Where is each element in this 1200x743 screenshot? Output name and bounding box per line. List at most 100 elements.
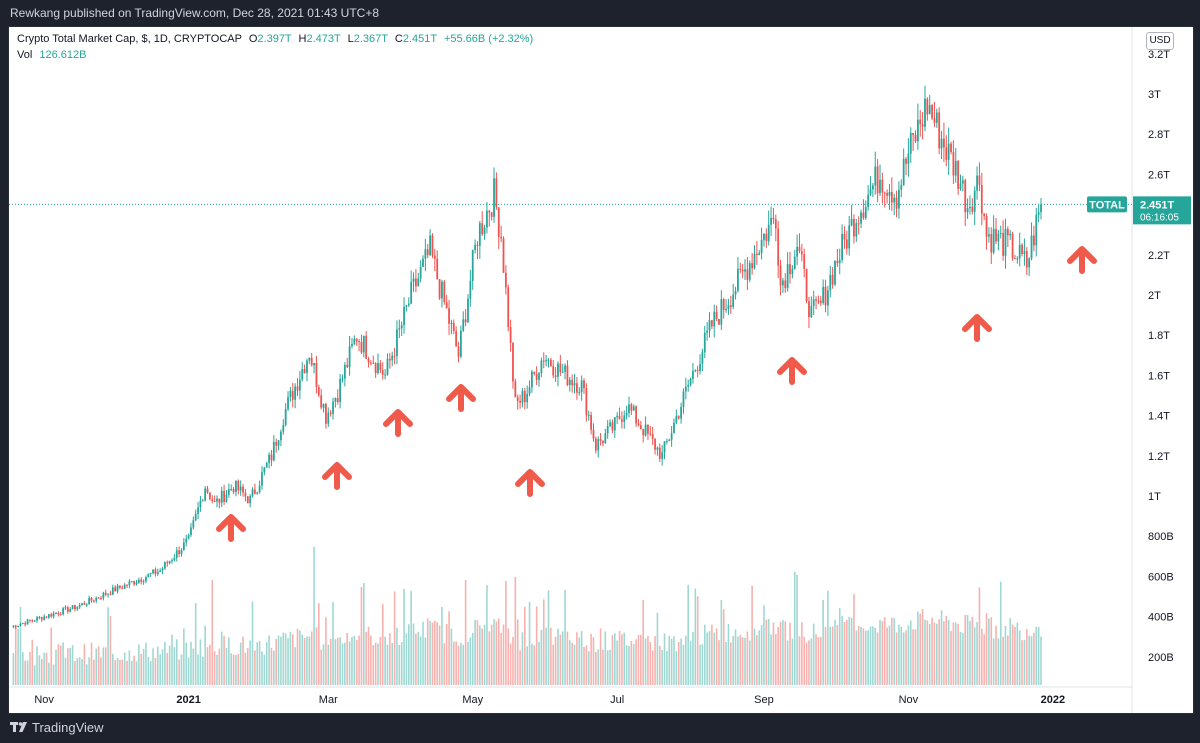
volume-bar xyxy=(493,619,495,685)
candle-body xyxy=(765,233,768,242)
y-tick-label: 200B xyxy=(1148,652,1174,664)
publisher-bar: Rewkang published on TradingView.com, De… xyxy=(0,0,1200,26)
candle-body xyxy=(732,294,735,307)
candle-body xyxy=(784,280,787,289)
tradingview-brand[interactable]: TradingView xyxy=(32,720,104,735)
candle-body xyxy=(232,489,235,493)
volume-bar xyxy=(396,627,398,685)
volume-bar xyxy=(296,628,299,685)
volume-bar xyxy=(168,645,171,685)
volume-bar xyxy=(384,636,386,685)
candle-body xyxy=(317,386,320,396)
volume-bar xyxy=(524,606,526,685)
volume-bar xyxy=(145,642,147,685)
candle-body xyxy=(905,158,907,164)
candle-body xyxy=(298,379,301,391)
candle-body xyxy=(583,380,585,389)
volume-bar xyxy=(341,643,344,685)
x-tick-label: Jul xyxy=(610,694,624,706)
candle-body xyxy=(684,386,687,392)
chart-canvas[interactable]: 3.2T 3T 2.8T 2.6T 2.2T 2T 1.8T 1.6T 1.4T 1.2T 1T 80… xyxy=(9,27,1193,713)
candle-body xyxy=(864,207,867,218)
volume-bar xyxy=(531,643,533,685)
candle-body xyxy=(753,253,756,269)
candle-body xyxy=(69,609,72,612)
candle-body xyxy=(628,404,630,414)
candle-body xyxy=(812,299,815,306)
candle-body xyxy=(211,499,214,501)
candle-body xyxy=(741,269,744,272)
volume-bar xyxy=(154,658,157,685)
volume-bar xyxy=(602,649,604,685)
candle-body xyxy=(902,158,905,186)
candle-body xyxy=(796,246,799,257)
candle-body xyxy=(213,500,216,502)
candle-body xyxy=(597,439,600,451)
volume-bar xyxy=(550,627,552,685)
candle-body xyxy=(793,256,796,269)
candle-body xyxy=(947,143,950,160)
volume-bar xyxy=(732,635,734,685)
candle-body xyxy=(175,550,178,558)
candle-body xyxy=(365,335,368,359)
volume-bar xyxy=(474,619,476,685)
volume-bar xyxy=(734,629,737,685)
volume-bar xyxy=(876,632,879,685)
candle-body xyxy=(199,500,202,508)
candle-body xyxy=(706,330,709,333)
candle-body xyxy=(182,542,185,551)
volume-bar xyxy=(578,637,581,685)
candle-body xyxy=(384,374,387,376)
candle-body xyxy=(1011,233,1014,259)
volume-bar xyxy=(24,660,27,685)
candle-body xyxy=(287,397,289,410)
candle-body xyxy=(658,447,661,459)
volume-bar xyxy=(429,620,431,685)
volume-bar xyxy=(88,657,90,685)
volume-bar xyxy=(775,634,777,685)
candle-body xyxy=(876,166,879,194)
candle-body xyxy=(76,607,79,610)
candle-body xyxy=(748,263,751,280)
volume-bar xyxy=(713,632,716,685)
volume-bar xyxy=(235,654,237,685)
volume-bar xyxy=(964,615,967,685)
candle-body xyxy=(512,342,514,382)
volume-bar xyxy=(419,636,422,685)
up-arrow-shape xyxy=(216,514,246,542)
candle-body xyxy=(291,390,294,400)
volume-bar xyxy=(192,648,195,685)
candle-body xyxy=(194,513,197,521)
volume-bar xyxy=(928,624,931,685)
candle-body xyxy=(526,393,529,403)
candle-body xyxy=(31,620,34,622)
chart-frame[interactable]: 3.2T 3T 2.8T 2.6T 2.2T 2T 1.8T 1.6T 1.4T 1.2T 1T 80… xyxy=(8,26,1194,714)
volume-bar xyxy=(618,630,621,685)
candle-body xyxy=(478,223,481,246)
volume-bar xyxy=(1009,618,1012,685)
candle-body xyxy=(17,625,20,628)
volume-bar xyxy=(895,632,898,685)
candle-body xyxy=(862,212,865,218)
candle-body xyxy=(886,193,888,196)
candle-body xyxy=(258,485,261,493)
volume-bar xyxy=(76,658,79,685)
price-tag-symbol: TOTAL xyxy=(1089,199,1125,211)
candle-body xyxy=(535,373,538,380)
currency-button[interactable]: USD xyxy=(1146,32,1174,50)
up-arrow-shape xyxy=(383,409,413,437)
volume-bar xyxy=(1035,627,1038,685)
candle-body xyxy=(192,520,195,528)
volume-bar xyxy=(763,605,765,685)
candle-body xyxy=(637,423,640,426)
candle-body xyxy=(374,363,377,374)
candle-body xyxy=(145,577,147,582)
symbol-title[interactable]: Crypto Total Market Cap, $, 1D, CRYPTOCA… xyxy=(17,33,242,45)
volume-bar xyxy=(990,617,993,685)
candle-body xyxy=(149,573,152,575)
tradingview-logo-icon[interactable] xyxy=(10,720,28,734)
volume-bar xyxy=(796,574,798,685)
x-axis-labels: Nov 2021 Mar May Jul Sep Nov 2022 xyxy=(34,694,1065,706)
candle-body xyxy=(978,175,981,185)
close-label: C xyxy=(394,33,403,45)
